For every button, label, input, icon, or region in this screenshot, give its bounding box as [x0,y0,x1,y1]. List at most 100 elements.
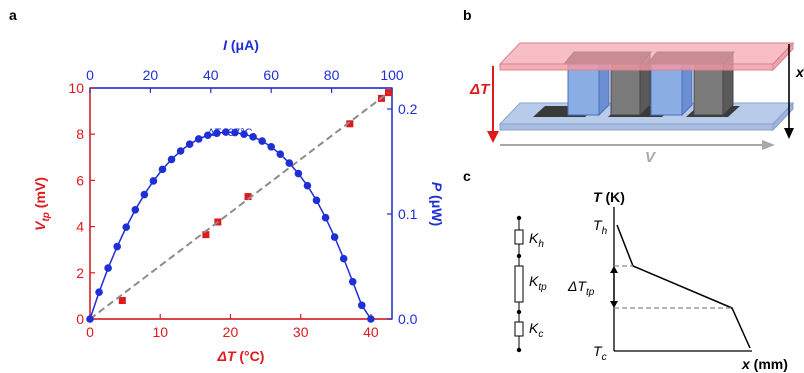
top-plate-front [499,63,774,71]
power-point [86,315,94,323]
power-point [185,140,194,148]
node-2 [516,253,522,259]
power-point [140,190,149,199]
resistor-kh [514,229,524,245]
voltage-point [118,297,126,305]
bottom-axis-delta: ΔT [217,348,237,364]
node-3 [516,309,522,315]
leg-2-front [610,63,641,116]
device-schematic: ΔT x V [469,41,804,166]
power-curve [89,131,372,320]
tc-main: T [593,343,603,359]
node-bottom [516,347,522,353]
th-main: T [593,217,603,233]
power-point [258,137,266,145]
left-axis-title: Vtp (mV) [32,177,52,231]
power-point [104,264,112,272]
left-tick-label: 0 [76,311,84,327]
bottom-tick-label: 20 [223,324,239,340]
t-axis-var: T [593,189,603,205]
power-point [131,206,140,214]
left-axis-var: V [32,220,48,231]
label-kc: Kc [529,320,543,340]
panel-label-c: c [463,168,471,184]
power-point [367,315,375,323]
left-axis-unit: (mV) [32,177,48,212]
power-point [158,165,167,174]
power-point [240,130,248,138]
dt-arrow-up [610,266,618,273]
power-point [358,301,366,310]
power-point [285,159,294,167]
power-point [321,213,330,222]
power-point [203,131,212,140]
t-axis-title: T (K) [593,189,625,205]
bottom-axis-title: ΔT (°C) [217,348,265,364]
power-point [95,288,103,297]
dt-sub: tp [586,287,595,298]
delta-t-label: ΔT [469,81,491,98]
leg-4-front [693,63,724,116]
label-kh: Kh [529,230,544,250]
voltage-point [202,231,210,239]
power-point [249,133,257,141]
right-tick-label: 0.0 [398,311,418,327]
kh-sub: h [538,239,544,250]
power-point [276,150,285,158]
x-axis-title: x (mm) [741,356,788,372]
power-point [222,128,230,136]
power-point [294,169,303,178]
power-point [303,181,312,190]
power-point [113,242,121,251]
top-tick-label: 20 [143,67,159,83]
kh-main: K [529,230,539,246]
power-point [176,147,185,155]
top-axis-title: I (μA) [223,37,259,53]
resistor-kc [514,321,524,337]
ktp-sub: tp [538,282,547,293]
left-tick-label: 4 [76,219,84,235]
right-axis-unit: (μW) [429,191,445,226]
tc-label: Tc [593,343,607,363]
dt-arrow-down [610,301,618,308]
power-point [330,233,339,241]
x-axis-var: x [741,356,751,372]
label-ktp: Ktp [529,273,547,293]
t-axis-unit: (K) [602,189,625,205]
x-axis-unit: (mm) [750,356,788,372]
v-arrow-head [762,140,775,150]
v-label: V [645,149,657,166]
right-axis-title: P (μW) [429,182,445,226]
bottom-substrate-side [772,101,794,132]
voltage-point [244,193,252,201]
ktp-main: K [529,273,539,289]
resistor-ktp [514,265,524,303]
power-point [194,135,203,143]
kc-sub: c [538,329,543,340]
delta-t-annotation: ΔT=37°C [207,127,252,139]
power-point [167,155,176,164]
bottom-tick-label: 10 [152,324,168,340]
th-label: Th [593,217,608,237]
x-arrow-head [784,128,794,139]
delta-t-arrow-head [487,131,499,143]
panel-label-b: b [463,7,472,23]
voltage-point [346,120,354,128]
power-point [213,129,221,137]
tc-sub: c [602,352,607,363]
top-tick-label: 60 [263,67,279,83]
power-point [122,223,131,231]
panel-label-a: a [9,7,17,23]
left-tick-label: 2 [76,265,84,281]
left-tick-label: 6 [76,172,84,188]
top-tick-label: 0 [86,67,94,83]
power-point [267,143,276,151]
kc-main: K [529,320,539,336]
power-point [348,277,357,286]
power-point [231,128,239,137]
top-axis-unit: (μA) [227,37,259,53]
top-tick-label: 80 [324,67,340,83]
delta-t-tp-label: ΔTtp [567,278,595,298]
